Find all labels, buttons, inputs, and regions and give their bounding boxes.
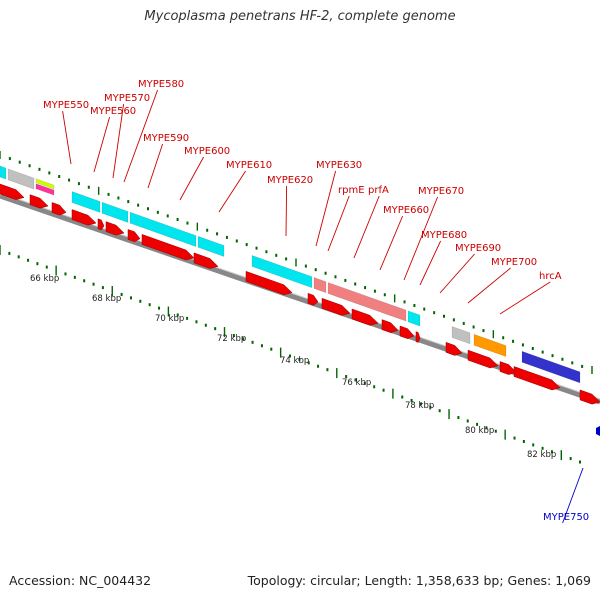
- gene-label: MYPE690: [455, 243, 501, 254]
- gene-arrow: [513, 366, 561, 391]
- gene-arrow: [29, 194, 49, 209]
- feature-block: [521, 350, 581, 384]
- feature-block: [129, 211, 197, 248]
- scale-label: 80 kbp: [465, 426, 494, 436]
- feature-block: [407, 310, 421, 327]
- label-leader-line: [439, 253, 475, 294]
- gene-label: MYPE610: [226, 160, 272, 171]
- scale-label: 74 kbp: [280, 356, 309, 366]
- gene-arrow: [321, 297, 351, 316]
- feature-block: [473, 333, 507, 358]
- label-leader-line: [562, 467, 584, 524]
- gene-arrow: [245, 270, 293, 296]
- gene-label: MYPE590: [143, 133, 189, 144]
- label-leader-line: [379, 215, 404, 271]
- label-leader-line: [112, 103, 125, 179]
- gene-arrow: [0, 183, 25, 200]
- gene-arrow: [467, 349, 499, 369]
- gene-arrow: [71, 209, 97, 226]
- gene-arrow: [351, 308, 379, 326]
- gene-label: MYPE630: [316, 160, 362, 171]
- scale-label: 66 kbp: [30, 274, 59, 284]
- gene-arrow: [97, 218, 105, 231]
- topology-text: Topology: circular; Length: 1,358,633 bp…: [247, 573, 591, 588]
- gene-label: MYPE560: [90, 106, 136, 117]
- gene-arrow: [307, 292, 319, 306]
- gene-arrow: [127, 229, 141, 243]
- gene-label: prfA: [368, 185, 389, 196]
- gene-arrow: [579, 389, 600, 405]
- gene-label: MYPE580: [138, 79, 184, 90]
- label-leader-line: [62, 110, 72, 165]
- label-leader-line: [327, 195, 350, 252]
- label-leader-line: [419, 240, 442, 286]
- scale-labels: 66 kbp 68 kbp 70 kbp 72 kbp 74 kbp 76 kbp 78 k…: [30, 274, 556, 460]
- gene-arrow: [415, 331, 421, 343]
- feature-block: [313, 277, 327, 294]
- feature-block: [251, 255, 313, 289]
- gene-label: MYPE680: [421, 230, 467, 241]
- scale-ticks: [0, 151, 593, 464]
- label-leader-line: [403, 196, 439, 281]
- label-leader-line: [467, 267, 511, 304]
- gene-label: MYPE620: [267, 175, 313, 186]
- feature-block: [35, 183, 55, 196]
- label-leader-line: [147, 143, 164, 189]
- gene-arrow: [445, 341, 463, 356]
- scale-label: 76 kbp: [342, 378, 371, 388]
- scale-label: 68 kbp: [92, 294, 121, 304]
- label-leader-line: [285, 185, 288, 237]
- label-leader-line: [218, 170, 246, 213]
- gene-label: MYPE660: [383, 205, 429, 216]
- label-leader-line: [93, 116, 111, 173]
- label-leader-line: [123, 89, 159, 183]
- feature-track: [0, 165, 581, 384]
- gene-arrow: [141, 234, 195, 261]
- map-title: Mycoplasma penetrans HF-2, complete geno…: [144, 9, 456, 24]
- gene-arrow: [193, 252, 219, 269]
- label-leader-line: [179, 156, 204, 201]
- gene-label: rpmE: [338, 185, 365, 196]
- accession-text: Accession: NC_004432: [9, 573, 152, 588]
- scale-label: 78 kbp: [405, 401, 434, 411]
- blue-gene-arrow: [596, 426, 600, 436]
- gene-label: MYPE750: [543, 512, 589, 523]
- feature-block: [35, 178, 55, 190]
- gene-arrow: [51, 202, 67, 216]
- gene-label: MYPE700: [491, 257, 537, 268]
- gene-track: [0, 183, 600, 436]
- feature-block: [7, 168, 35, 190]
- gene-label: MYPE570: [104, 93, 150, 104]
- gene-arrow: [399, 325, 415, 340]
- feature-block: [101, 201, 129, 223]
- feature-block: [71, 191, 101, 213]
- label-leader-line: [315, 170, 337, 247]
- feature-block: [0, 165, 7, 180]
- feature-block: [327, 282, 407, 322]
- gene-label: MYPE670: [418, 186, 464, 197]
- gene-label: MYPE550: [43, 100, 89, 111]
- gene-arrow: [381, 319, 399, 333]
- feature-block: [451, 326, 471, 345]
- gene-arrow: [499, 361, 517, 375]
- scale-label: 72 kbp: [217, 334, 246, 344]
- label-leader-line: [353, 195, 380, 259]
- label-leader-line: [499, 281, 551, 315]
- scale-label: 70 kbp: [155, 314, 184, 324]
- gene-label: hrcA: [539, 271, 562, 282]
- gene-arrow: [105, 221, 125, 236]
- gene-label: MYPE600: [184, 146, 230, 157]
- scale-label: 82 kbp: [527, 450, 556, 460]
- feature-block: [197, 235, 225, 257]
